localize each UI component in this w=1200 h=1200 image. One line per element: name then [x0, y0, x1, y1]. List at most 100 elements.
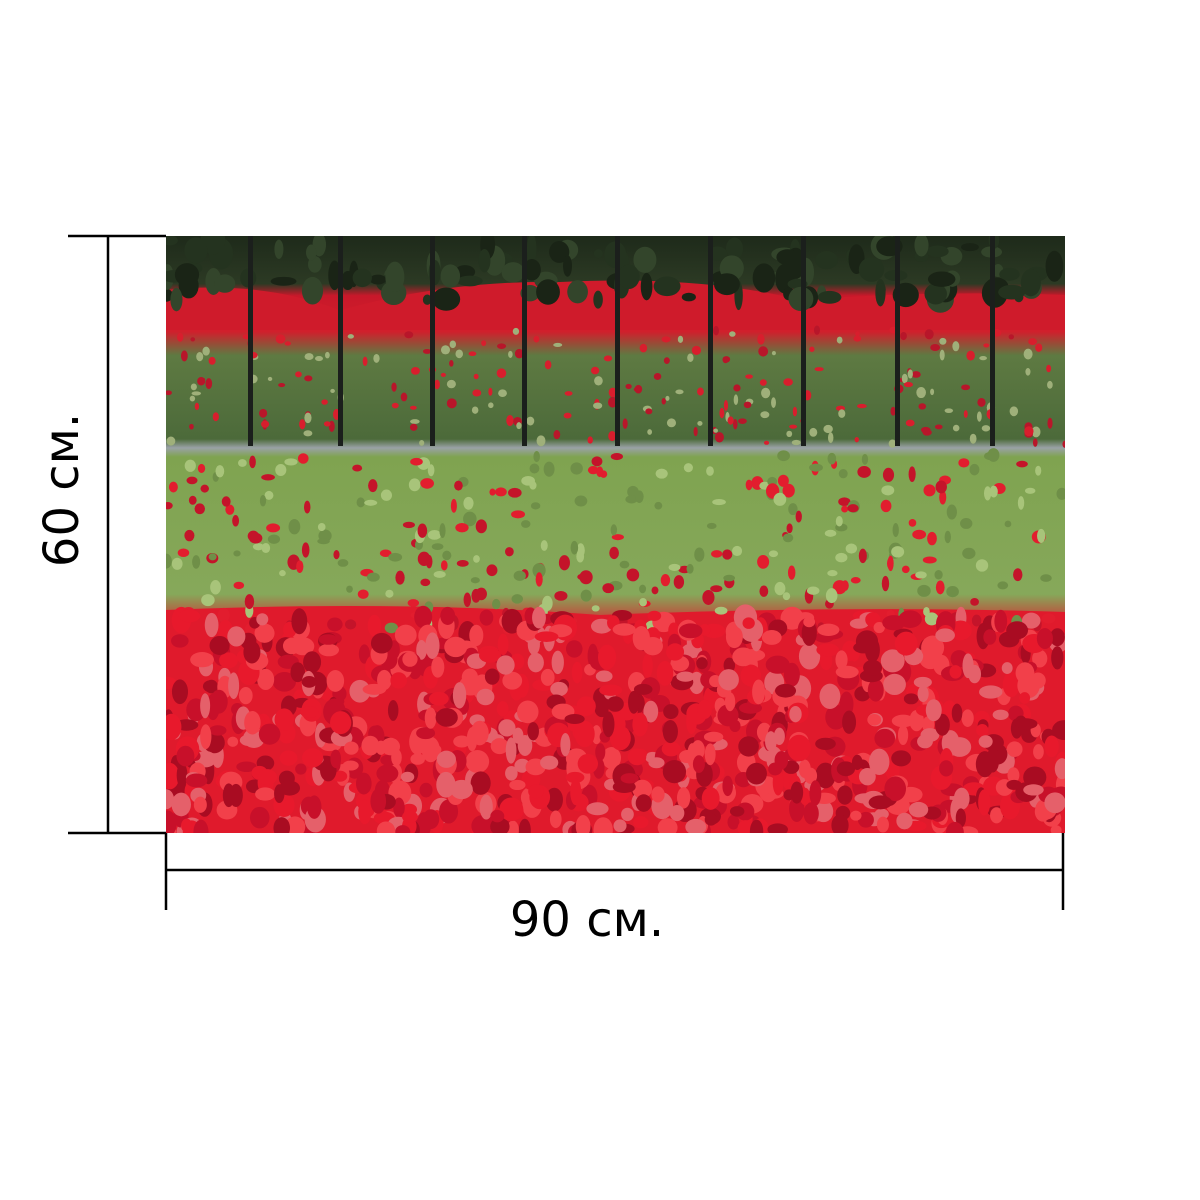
photo-detail — [1023, 784, 1044, 796]
photo-detail — [395, 570, 405, 585]
photo-detail — [777, 474, 789, 487]
photo-detail — [210, 689, 228, 714]
photo-detail — [528, 784, 544, 799]
photo-detail — [414, 605, 433, 629]
photo-detail — [304, 353, 314, 361]
photo-detail — [261, 542, 271, 554]
photo-detail — [575, 815, 591, 833]
photo-detail — [593, 402, 603, 409]
photo-detail — [665, 395, 670, 401]
photo-detail — [599, 684, 623, 696]
photo-detail — [463, 592, 472, 608]
photo-detail — [642, 653, 653, 678]
photo-detail — [621, 807, 634, 822]
photo-detail — [975, 559, 989, 572]
photo-detail — [660, 574, 671, 587]
photo-detail — [550, 681, 568, 697]
photo-detail — [1006, 779, 1022, 790]
photo-detail — [961, 709, 974, 727]
photo-detail — [771, 350, 776, 356]
photo-detail — [782, 533, 794, 543]
photo-detail — [490, 809, 505, 823]
photo-detail — [949, 665, 962, 679]
photo-detail — [188, 495, 197, 505]
photo-detail — [501, 262, 525, 283]
photo-detail — [838, 497, 851, 507]
photo-detail — [323, 421, 331, 427]
photo-detail — [302, 748, 324, 768]
photo-detail — [387, 699, 399, 721]
photo-detail — [895, 236, 900, 446]
photo-detail — [775, 683, 797, 698]
photo-detail — [981, 425, 991, 432]
photo-detail — [1004, 520, 1012, 528]
photo-detail — [918, 403, 927, 410]
photo-detail — [450, 498, 457, 513]
photo-detail — [945, 821, 964, 833]
photo-detail — [1046, 364, 1052, 373]
photo-detail — [362, 683, 387, 695]
photo-detail — [440, 345, 451, 355]
photo-detail — [935, 580, 945, 595]
photo-detail — [325, 351, 330, 359]
photo-detail — [606, 696, 624, 712]
photo-detail — [317, 538, 330, 545]
photo-detail — [208, 356, 216, 365]
photo-detail — [917, 685, 929, 703]
photo-detail — [244, 710, 261, 735]
photo-detail — [722, 357, 729, 364]
photo-detail — [247, 530, 260, 542]
photo-detail — [549, 241, 570, 263]
photo-detail — [221, 496, 231, 507]
photo-detail — [256, 613, 269, 626]
photo-detail — [602, 711, 615, 738]
photo-detail — [591, 605, 600, 612]
photo-detail — [935, 713, 950, 736]
photo-detail — [789, 795, 805, 822]
photo-detail — [773, 492, 787, 506]
photo-detail — [963, 410, 968, 418]
photo-detail — [655, 468, 668, 479]
photo-detail — [831, 814, 849, 833]
photo-detail — [446, 379, 456, 389]
photo-detail — [333, 550, 340, 560]
photo-detail — [608, 431, 617, 442]
photo-detail — [370, 788, 387, 814]
photo-detail — [853, 335, 862, 342]
photo-detail — [809, 427, 818, 437]
photo-detail — [425, 632, 440, 660]
photo-detail — [633, 246, 657, 273]
photo-detail — [391, 402, 399, 409]
photo-detail — [242, 334, 250, 340]
photo-detail — [517, 734, 533, 756]
photo-detail — [450, 779, 473, 800]
photo-detail — [920, 728, 940, 742]
photo-detail — [677, 787, 691, 809]
photo-detail — [421, 736, 440, 763]
photo-detail — [788, 503, 798, 516]
photo-detail — [1028, 338, 1038, 345]
photo-detail — [632, 712, 648, 737]
photo-detail — [1033, 744, 1044, 760]
photo-detail — [400, 392, 408, 402]
photo-detail — [851, 754, 863, 770]
photo-detail — [184, 529, 195, 542]
photo-detail — [591, 456, 603, 467]
photo-detail — [743, 401, 752, 409]
photo-detail — [536, 279, 560, 305]
photo-detail — [854, 437, 859, 443]
photo-detail — [864, 637, 880, 663]
photo-detail — [927, 531, 937, 546]
photo-detail — [729, 806, 745, 817]
photo-detail — [200, 484, 209, 493]
photo-detail — [801, 236, 806, 446]
photo-detail — [193, 796, 207, 813]
photo-detail — [761, 387, 771, 399]
photo-detail — [411, 367, 420, 375]
photo-detail — [686, 563, 694, 574]
photo-detail — [966, 350, 975, 361]
photo-detail — [901, 565, 910, 574]
photo-detail — [514, 348, 524, 359]
photo-detail — [859, 767, 876, 786]
photo-detail — [564, 391, 573, 396]
